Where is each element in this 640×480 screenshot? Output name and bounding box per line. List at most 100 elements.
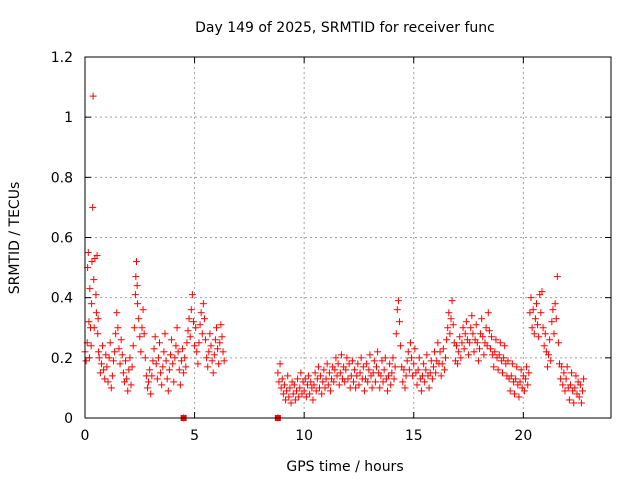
data-point	[506, 387, 514, 395]
data-point	[205, 348, 213, 356]
data-point	[160, 348, 168, 356]
data-point	[93, 252, 101, 260]
data-point	[486, 345, 494, 353]
data-point	[305, 372, 313, 380]
data-point	[171, 354, 179, 362]
data-point	[507, 372, 515, 380]
data-point	[484, 309, 492, 317]
data-point	[421, 378, 429, 386]
data-point	[198, 330, 206, 338]
data-point	[381, 354, 389, 362]
data-point	[185, 315, 193, 323]
data-point	[437, 372, 445, 380]
data-point	[383, 387, 391, 395]
data-point	[336, 369, 344, 377]
data-point	[576, 381, 584, 389]
data-point	[206, 330, 214, 338]
data-point	[326, 387, 334, 395]
data-point	[537, 309, 545, 317]
data-point	[82, 357, 90, 365]
data-point	[429, 363, 437, 371]
data-point	[480, 351, 488, 359]
data-point	[455, 348, 463, 356]
data-point	[215, 360, 223, 368]
data-point	[343, 354, 351, 362]
data-point	[186, 333, 194, 341]
data-point	[219, 348, 227, 356]
data-point	[422, 366, 430, 374]
data-point	[401, 384, 409, 392]
data-point	[133, 282, 141, 290]
data-point	[123, 375, 131, 383]
data-point	[440, 366, 448, 374]
data-point	[393, 306, 401, 314]
data-point	[148, 372, 156, 380]
data-point	[295, 393, 303, 401]
data-point	[149, 357, 157, 365]
data-point	[483, 342, 491, 350]
data-point	[516, 378, 524, 386]
data-point	[175, 366, 183, 374]
data-point	[129, 342, 137, 350]
data-point	[513, 363, 521, 371]
data-point	[208, 357, 216, 365]
data-point	[154, 354, 162, 362]
data-point	[125, 366, 133, 374]
data-point	[156, 339, 164, 347]
data-point	[432, 369, 440, 377]
data-point	[325, 369, 333, 377]
data-point	[96, 369, 104, 377]
data-point	[364, 378, 372, 386]
data-point	[202, 336, 210, 344]
data-point	[150, 345, 158, 353]
data-point	[413, 381, 421, 389]
data-point	[359, 363, 367, 371]
data-point	[495, 351, 503, 359]
data-point	[492, 336, 500, 344]
data-point	[131, 291, 139, 299]
data-point	[386, 360, 394, 368]
data-point	[575, 393, 583, 401]
data-point	[532, 300, 540, 308]
data-point	[445, 309, 453, 317]
data-point	[307, 378, 315, 386]
data-point	[568, 369, 576, 377]
data-point	[423, 351, 431, 359]
data-point	[377, 372, 385, 380]
data-point	[278, 375, 286, 383]
data-point	[543, 363, 551, 371]
data-point	[442, 354, 450, 362]
data-point	[122, 357, 130, 365]
data-point	[137, 348, 145, 356]
data-point	[184, 327, 192, 335]
data-point	[331, 366, 339, 374]
data-point	[204, 363, 212, 371]
data-point	[169, 360, 177, 368]
data-point	[520, 387, 528, 395]
data-point	[540, 342, 548, 350]
data-point	[88, 258, 96, 266]
data-point	[527, 294, 535, 302]
data-point	[466, 339, 474, 347]
data-point	[376, 384, 384, 392]
data-point	[499, 369, 507, 377]
data-point	[176, 381, 184, 389]
data-point	[436, 348, 444, 356]
data-point	[415, 354, 423, 362]
data-point	[409, 372, 417, 380]
y-tick-label: 0.6	[51, 231, 73, 247]
data-point	[187, 306, 195, 314]
data-point	[355, 381, 363, 389]
data-point	[318, 390, 326, 398]
data-point	[132, 273, 140, 281]
data-point	[309, 396, 317, 404]
data-point	[191, 342, 199, 350]
data-point	[380, 366, 388, 374]
data-point	[354, 360, 362, 368]
y-tick-label: 1	[64, 110, 73, 126]
data-point	[104, 378, 112, 386]
data-point	[352, 384, 360, 392]
data-point	[366, 351, 374, 359]
data-point	[561, 387, 569, 395]
data-point	[552, 315, 560, 323]
